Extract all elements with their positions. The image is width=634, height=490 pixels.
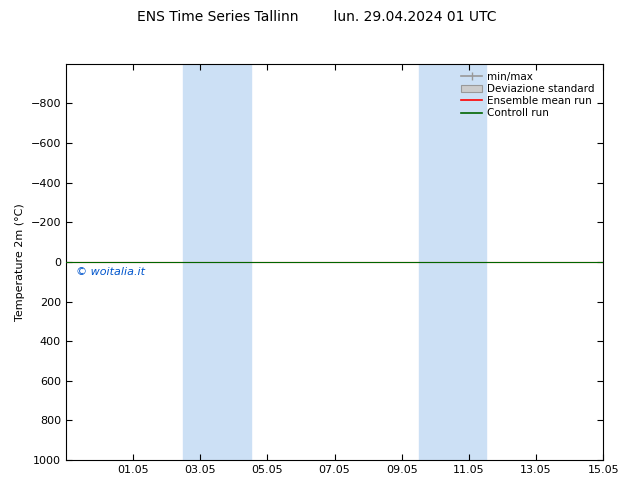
Y-axis label: Temperature 2m (°C): Temperature 2m (°C) (15, 203, 25, 321)
Bar (418, 64, 452, 460)
Bar (452, 64, 486, 460)
Text: © woitalia.it: © woitalia.it (76, 267, 145, 277)
Legend: min/max, Deviazione standard, Ensemble mean run, Controll run: min/max, Deviazione standard, Ensemble m… (458, 69, 598, 122)
Bar (183, 64, 217, 460)
Text: ENS Time Series Tallinn        lun. 29.04.2024 01 UTC: ENS Time Series Tallinn lun. 29.04.2024 … (137, 10, 497, 24)
Bar (217, 64, 250, 460)
